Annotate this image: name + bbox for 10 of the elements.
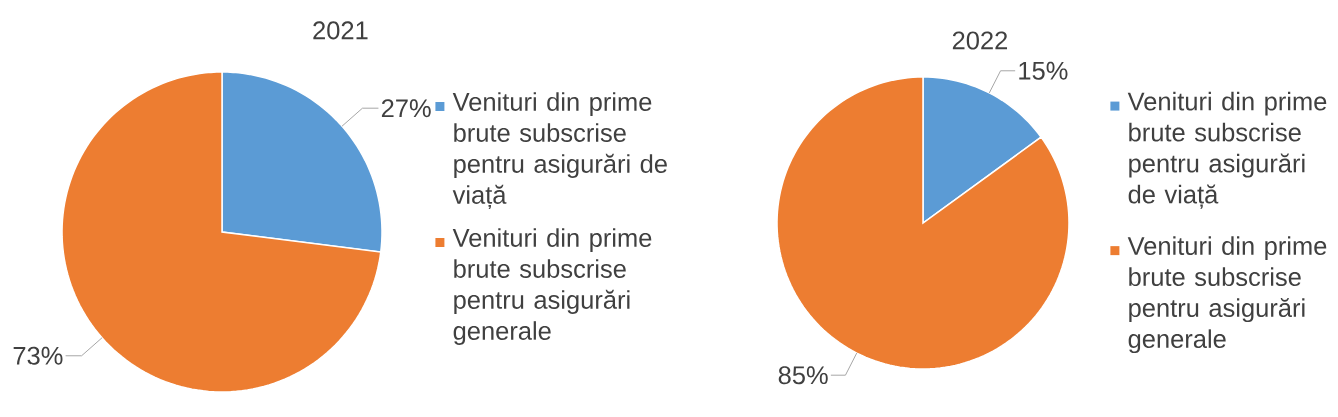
legend-label: Venituri din prime brute subscrise pentru asigurări de viață [452, 92, 667, 210]
legend-label: Venituri din prime brute subscrise pentru asigurări generale [1127, 236, 1327, 354]
chart-title: 2021 [313, 21, 368, 40]
data-label: 73% [13, 346, 63, 365]
data-label: 15% [1019, 61, 1068, 80]
data-label: 85% [778, 366, 828, 385]
legend-label: Venituri din prime brute subscrise pentru asigurări generale [452, 228, 652, 345]
chart-title: 2022 [952, 31, 1008, 50]
legend-label: Venituri din prime brute subscrise pentru asigurări de viață [1127, 91, 1327, 209]
data-label: 27% [381, 99, 431, 118]
